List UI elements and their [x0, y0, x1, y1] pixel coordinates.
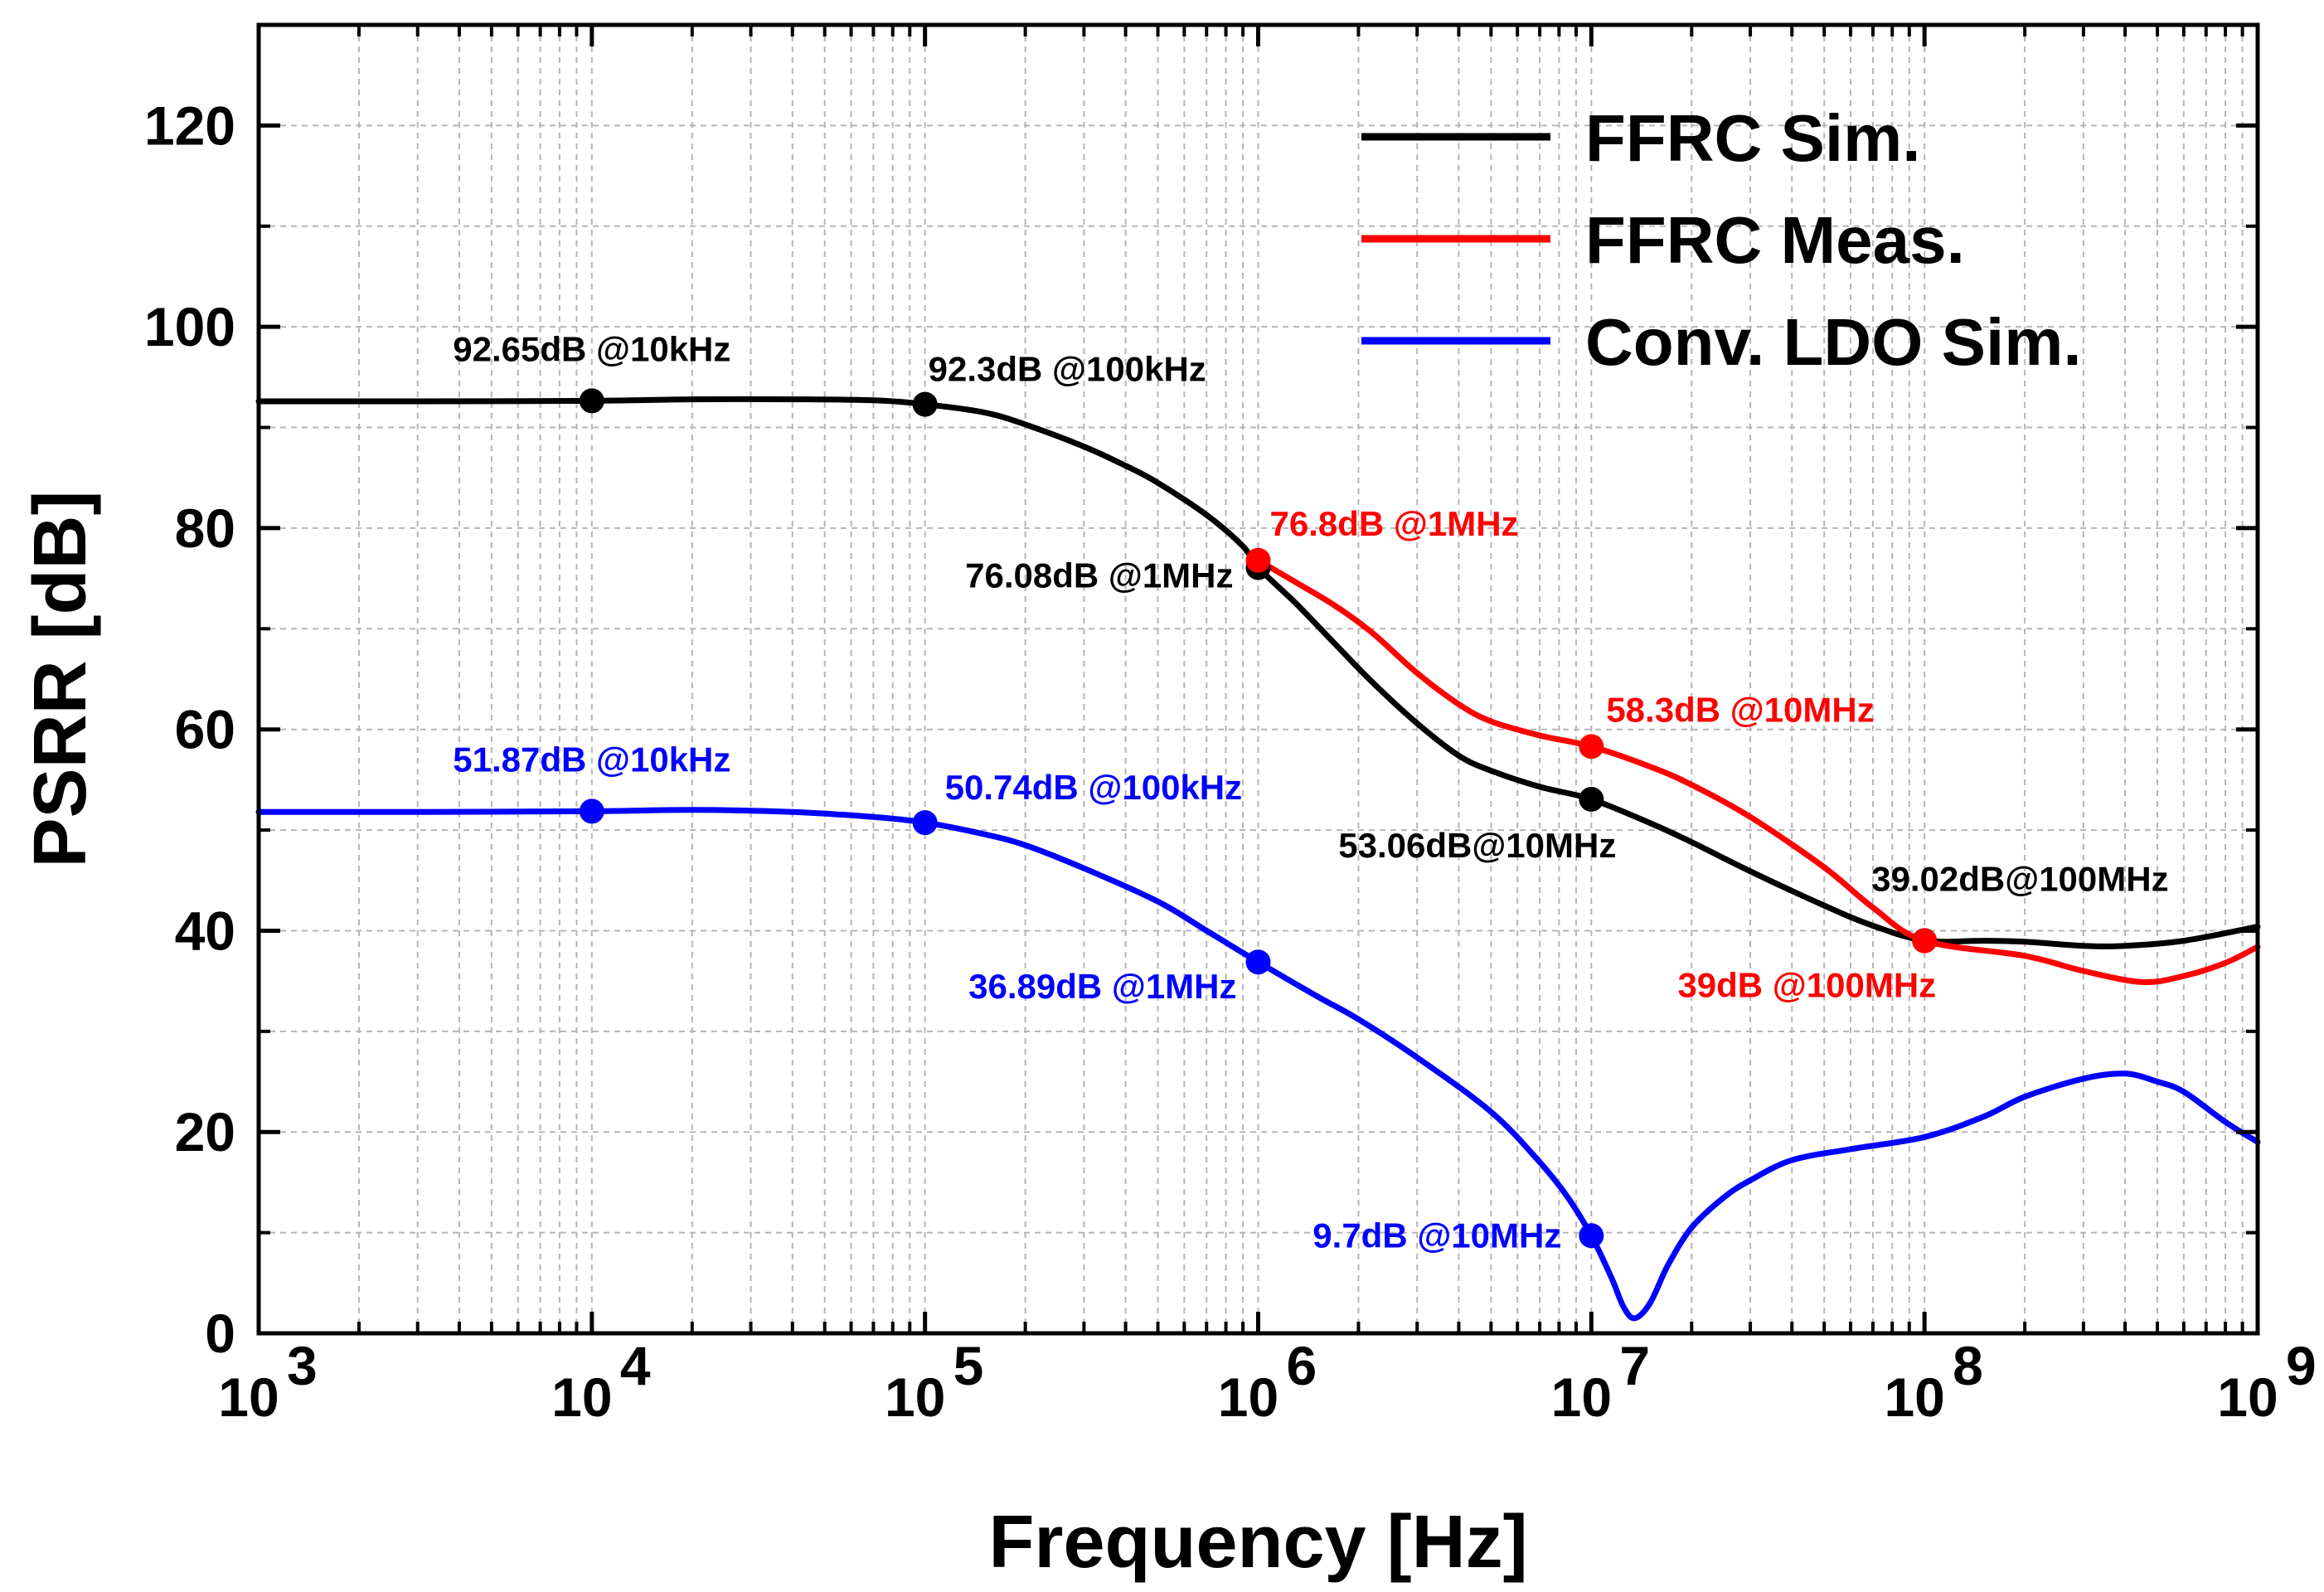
data-label: 39.02dB@100MHz	[1871, 859, 2168, 898]
data-label: 92.3dB @100kHz	[929, 350, 1206, 389]
y-axis-title: PSRR [dB]	[19, 491, 102, 868]
data-point-marker	[1912, 928, 1938, 954]
x-tick-exponent: 5	[953, 1335, 984, 1396]
y-tick-label: 80	[175, 498, 235, 559]
data-point-marker	[912, 810, 938, 836]
x-tick-exponent: 9	[2286, 1335, 2317, 1396]
data-label: 39dB @100MHz	[1677, 966, 1936, 1005]
y-tick-label: 100	[144, 296, 235, 357]
data-point-marker	[1579, 734, 1604, 760]
x-tick-label: 10	[1884, 1366, 1944, 1428]
legend: FFRC Sim. FFRC Meas. Conv. LDO Sim.	[1361, 101, 2082, 379]
legend-label: FFRC Sim.	[1585, 101, 1920, 175]
x-tick-label: 10	[885, 1366, 945, 1428]
x-tick-exponent: 8	[1953, 1335, 1983, 1396]
x-tick-label: 10	[2217, 1366, 2278, 1428]
axis-ticks	[256, 25, 2260, 1336]
annotation-layer: 92.65dB @10kHz 92.3dB @100kHz 76.08dB @1MH…	[453, 329, 2168, 1255]
x-tick-exponent: 7	[1619, 1335, 1650, 1396]
legend-label: FFRC Meas.	[1585, 203, 1965, 277]
data-point-marker	[1579, 1223, 1604, 1249]
x-tick-label: 10	[1218, 1366, 1278, 1428]
y-tick-label: 0	[205, 1303, 235, 1364]
x-axis-title: Frequency [Hz]	[988, 1501, 1527, 1584]
conv-ldo-sim-line	[255, 807, 2261, 1322]
x-tick-label: 10	[218, 1366, 279, 1428]
marker-layer	[579, 388, 1938, 1249]
y-tick-label: 20	[175, 1101, 235, 1162]
y-tick-label: 40	[175, 900, 235, 961]
data-point-marker	[1245, 949, 1271, 975]
legend-label: Conv. LDO Sim.	[1585, 305, 2082, 379]
data-label: 51.87dB @10kHz	[453, 740, 730, 779]
data-point-marker	[1579, 786, 1604, 812]
data-label: 76.08dB @1MHz	[965, 556, 1233, 595]
data-point-marker	[1245, 547, 1271, 573]
x-tick-label: 10	[1551, 1366, 1612, 1428]
data-label: 9.7dB @10MHz	[1312, 1216, 1561, 1255]
data-label: 36.89dB @1MHz	[968, 967, 1236, 1006]
ffrc-meas-line	[1255, 557, 2261, 986]
x-tick-exponent: 6	[1287, 1335, 1317, 1396]
x-tick-exponent: 4	[620, 1335, 651, 1396]
data-label: 58.3dB @10MHz	[1606, 690, 1874, 729]
data-point-marker	[579, 798, 604, 824]
x-tick-label: 10	[551, 1366, 612, 1428]
grid	[259, 25, 2258, 1333]
y-tick-label: 60	[175, 699, 235, 760]
y-tick-label: 120	[144, 95, 235, 156]
data-label: 92.65dB @10kHz	[453, 329, 730, 368]
x-tick-exponent: 3	[287, 1335, 318, 1396]
data-label: 50.74dB @100kHz	[945, 768, 1242, 807]
data-label: 53.06dB@10MHz	[1338, 826, 1616, 865]
data-label: 76.8dB @1MHz	[1270, 504, 1519, 543]
data-point-marker	[579, 388, 604, 414]
data-point-marker	[912, 391, 938, 417]
